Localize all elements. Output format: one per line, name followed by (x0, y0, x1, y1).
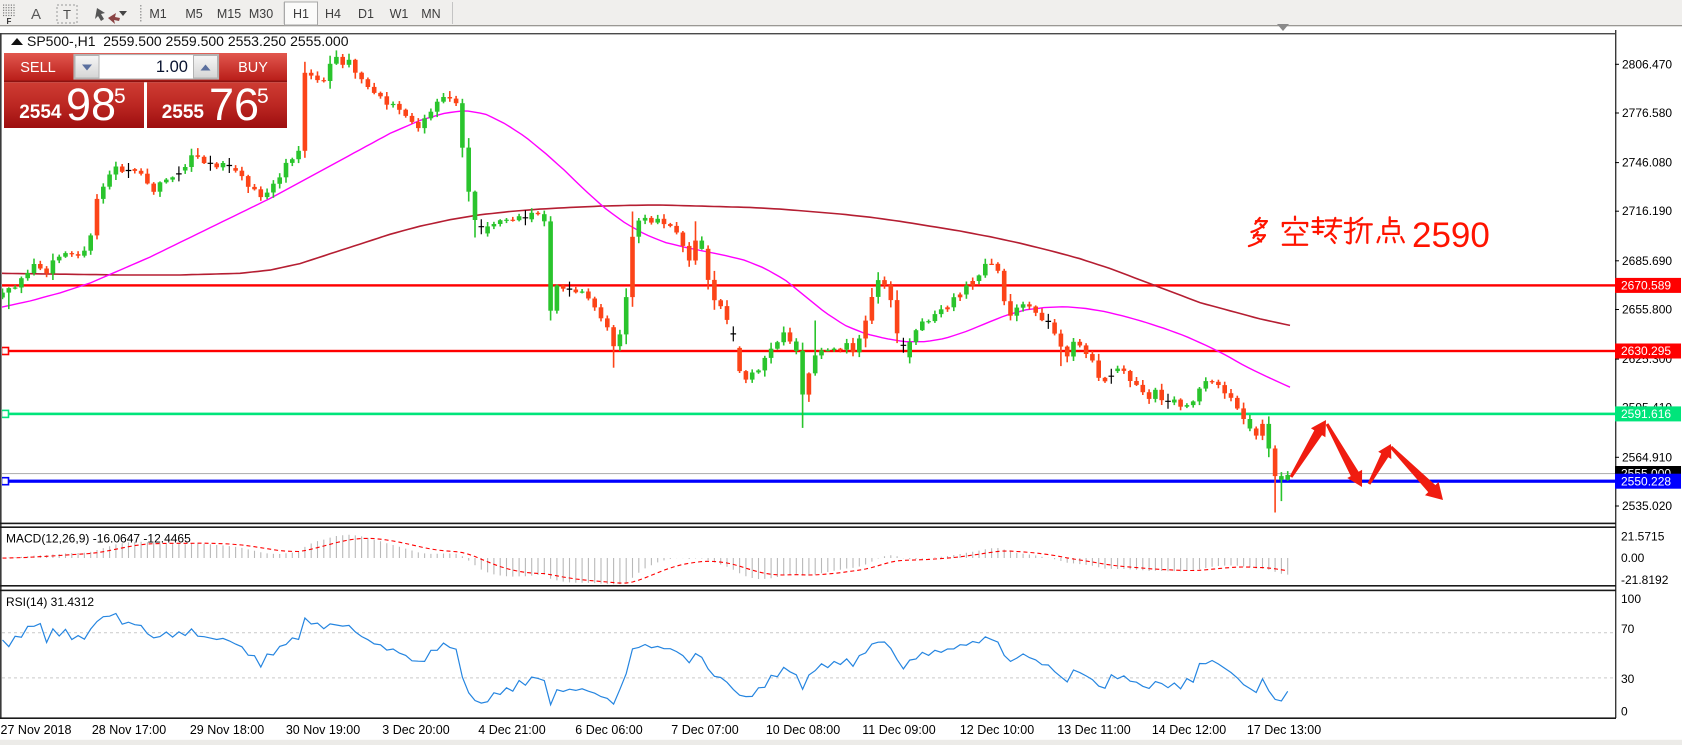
svg-text:2685.690: 2685.690 (1622, 254, 1672, 268)
svg-text:5: 5 (257, 85, 269, 108)
svg-text:2776.580: 2776.580 (1622, 106, 1672, 120)
svg-text:0.00: 0.00 (1621, 551, 1645, 565)
svg-text:12 Dec 10:00: 12 Dec 10:00 (960, 723, 1034, 737)
svg-text:30: 30 (1621, 672, 1635, 686)
svg-text:2670.589: 2670.589 (1621, 279, 1671, 293)
svg-text:MN: MN (421, 7, 440, 21)
svg-text:5: 5 (114, 85, 126, 108)
svg-text:0: 0 (1621, 705, 1628, 719)
svg-text:M15: M15 (217, 7, 241, 21)
svg-text:M1: M1 (149, 7, 166, 21)
svg-text:30 Nov 19:00: 30 Nov 19:00 (286, 723, 360, 737)
svg-text:2590: 2590 (1412, 216, 1490, 255)
svg-text:2554: 2554 (19, 102, 62, 123)
svg-text:2555: 2555 (162, 102, 205, 123)
svg-text:2716.190: 2716.190 (1622, 204, 1672, 218)
svg-text:13 Dec 11:00: 13 Dec 11:00 (1057, 723, 1130, 737)
svg-text:H4: H4 (325, 7, 341, 21)
svg-text:2591.616: 2591.616 (1621, 407, 1671, 421)
svg-text:28 Nov 17:00: 28 Nov 17:00 (92, 723, 166, 737)
svg-text:4 Dec 21:00: 4 Dec 21:00 (478, 723, 545, 737)
svg-text:14 Dec 12:00: 14 Dec 12:00 (1152, 723, 1226, 737)
svg-text:100: 100 (1621, 592, 1641, 606)
svg-text:W1: W1 (390, 7, 409, 21)
svg-text:D1: D1 (358, 7, 374, 21)
svg-text:SELL: SELL (20, 60, 55, 76)
svg-text:2630.295: 2630.295 (1621, 344, 1671, 358)
svg-text:M5: M5 (185, 7, 202, 21)
svg-text:98: 98 (66, 79, 116, 130)
svg-text:2564.910: 2564.910 (1622, 450, 1672, 464)
svg-text:17 Dec 13:00: 17 Dec 13:00 (1247, 723, 1321, 737)
svg-text:2535.020: 2535.020 (1622, 499, 1672, 513)
svg-text:11 Dec 09:00: 11 Dec 09:00 (862, 723, 935, 737)
svg-text:2550.228: 2550.228 (1621, 474, 1671, 488)
svg-text:2806.470: 2806.470 (1622, 57, 1672, 71)
svg-text:21.5715: 21.5715 (1621, 530, 1665, 544)
svg-text:1.00: 1.00 (156, 58, 188, 76)
svg-text:29 Nov 18:00: 29 Nov 18:00 (190, 723, 264, 737)
svg-text:27 Nov 2018: 27 Nov 2018 (1, 723, 72, 737)
svg-text:10 Dec 08:00: 10 Dec 08:00 (766, 723, 840, 737)
svg-text:A: A (31, 6, 41, 23)
svg-text:2746.080: 2746.080 (1622, 156, 1672, 170)
svg-text:3 Dec 20:00: 3 Dec 20:00 (382, 723, 449, 737)
svg-text:7 Dec 07:00: 7 Dec 07:00 (671, 723, 738, 737)
svg-text:-21.8192: -21.8192 (1621, 573, 1669, 587)
svg-text:76: 76 (209, 79, 259, 130)
svg-text:T: T (63, 7, 71, 22)
svg-text:MACD(12,26,9) -16.0647 -12.446: MACD(12,26,9) -16.0647 -12.4465 (6, 532, 191, 546)
svg-text:F: F (7, 17, 12, 26)
svg-text:BUY: BUY (238, 60, 268, 76)
svg-text:H1: H1 (293, 7, 309, 21)
svg-text:RSI(14) 31.4312: RSI(14) 31.4312 (6, 595, 94, 609)
svg-text:2655.800: 2655.800 (1622, 303, 1672, 317)
svg-text:SP500-,H1 2559.500 2559.500 2: SP500-,H1 2559.500 2559.500 2553.250 255… (27, 33, 349, 49)
svg-text:70: 70 (1621, 622, 1635, 636)
svg-text:6 Dec 06:00: 6 Dec 06:00 (575, 723, 642, 737)
svg-text:M30: M30 (249, 7, 273, 21)
